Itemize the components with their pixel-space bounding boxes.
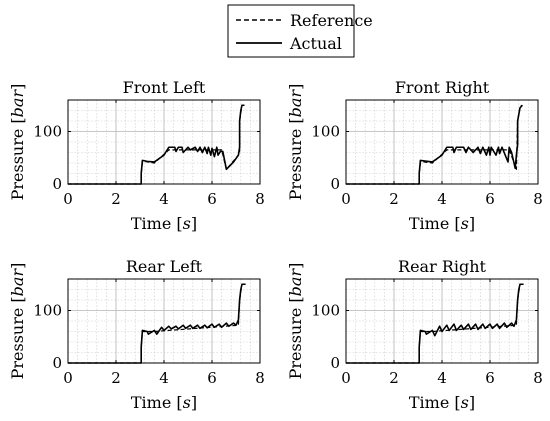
legend-box (227, 4, 355, 58)
x-axis-label-front-left: Time [s] (131, 214, 197, 233)
x-tick-label: 0 (63, 190, 73, 208)
x-tick-label: 8 (533, 369, 543, 387)
x-tick-label: 6 (485, 369, 495, 387)
x-tick-label: 2 (389, 369, 399, 387)
series-reference-front-right (346, 104, 523, 185)
series-actual-front-left (68, 104, 245, 185)
x-tick-label: 0 (341, 369, 351, 387)
x-axis-label-rear-left: Time [s] (131, 393, 197, 412)
x-tick-label: 6 (485, 190, 495, 208)
x-tick-label: 6 (207, 190, 217, 208)
x-tick-label: 4 (437, 190, 447, 208)
subplot-title-front-left: Front Left (123, 78, 206, 97)
y-tick-label: 0 (52, 175, 62, 193)
x-tick-label: 2 (111, 369, 121, 387)
y-tick-label: 0 (330, 354, 340, 372)
subplot-title-rear-left: Rear Left (126, 257, 203, 276)
y-tick-label: 100 (311, 302, 340, 320)
x-tick-label: 0 (63, 369, 73, 387)
subplot-title-rear-right: Rear Right (398, 257, 487, 276)
x-axis-label-front-right: Time [s] (409, 214, 475, 233)
x-tick-label: 2 (389, 190, 399, 208)
subplot-title-front-right: Front Right (395, 78, 490, 97)
y-tick-label: 100 (33, 123, 62, 141)
x-tick-label: 8 (255, 369, 265, 387)
y-axis-label-rear-right: Pressure [bar] (286, 263, 305, 380)
y-axis-label-front-left: Pressure [bar] (8, 84, 27, 201)
x-axis-label-rear-right: Time [s] (409, 393, 475, 412)
subplots: 0 2 4 6 8 0 100 Front Left Time [s] Pressure [bar… (8, 78, 543, 412)
y-tick-label: 100 (33, 302, 62, 320)
series-actual-front-right (346, 104, 523, 185)
subplot-rear-right: 0 2 4 6 8 0 100 Rear Right Time [s] Pressure [bar… (286, 257, 543, 412)
x-tick-label: 4 (159, 369, 169, 387)
x-tick-label: 8 (255, 190, 265, 208)
series-actual-rear-left (68, 283, 246, 364)
x-tick-label: 4 (437, 369, 447, 387)
y-tick-label: 100 (311, 123, 340, 141)
legend-label-actual: Actual (289, 34, 342, 53)
subplot-front-left: 0 2 4 6 8 0 100 Front Left Time [s] Pressure [bar… (8, 78, 265, 233)
x-tick-label: 4 (159, 190, 169, 208)
legend-label-reference: Reference (290, 11, 373, 30)
x-tick-label: 2 (111, 190, 121, 208)
x-tick-label: 6 (207, 369, 217, 387)
legend: Reference Actual (227, 4, 373, 58)
series-reference-front-left (68, 104, 245, 185)
y-axis-label-rear-left: Pressure [bar] (8, 263, 27, 380)
y-axis-label-front-right: Pressure [bar] (286, 84, 305, 201)
series-actual-rear-right (346, 283, 524, 364)
x-tick-label: 8 (533, 190, 543, 208)
subplot-front-right: 0 2 4 6 8 0 100 Front Right Time [s] Pressure [ba… (286, 78, 543, 233)
x-tick-label: 0 (341, 190, 351, 208)
y-tick-label: 0 (52, 354, 62, 372)
y-tick-label: 0 (330, 175, 340, 193)
subplot-rear-left: 0 2 4 6 8 0 100 Rear Left Time [s] Pressure [bar] (8, 257, 265, 412)
